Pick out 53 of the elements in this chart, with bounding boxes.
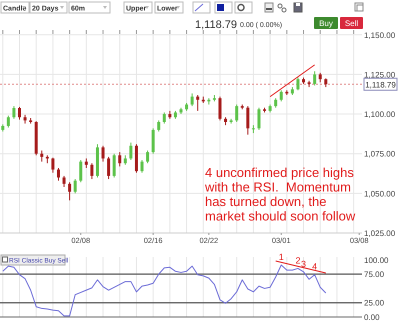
candlestick [246, 106, 250, 136]
y-tick-label: 25.00 [364, 298, 385, 308]
candlestick [129, 142, 132, 161]
annotation: 4 unconfirmed price highs with the RSI. Momentum has turned down, the market should soon follow [204, 165, 356, 224]
text: Sell [344, 19, 358, 28]
candlestick [118, 152, 122, 167]
annotation: 2 [295, 255, 300, 266]
candlestick [62, 175, 66, 188]
y-tick-label: 100.00 [364, 256, 390, 265]
candlestick [84, 158, 88, 168]
candlestick [68, 182, 72, 201]
annotation: 1,118.79 [195, 19, 238, 31]
annotation: 3 [301, 258, 306, 269]
ref-line-label: 1,118.79 [365, 80, 396, 90]
candlestick [280, 90, 283, 102]
text: Buy [319, 19, 333, 28]
candlestick [157, 120, 160, 132]
candlestick [40, 150, 44, 162]
annotation: 1 [278, 252, 284, 262]
candlestick [162, 112, 166, 124]
y-tick-label: 75.00 [364, 270, 385, 280]
candlestick [6, 115, 10, 128]
y-tick-label: 1,150.00 [364, 30, 396, 40]
candlestick [152, 128, 155, 154]
candlestick [257, 107, 260, 130]
candlestick [79, 160, 82, 183]
y-tick-label: 1,100.00 [364, 110, 396, 120]
candlestick [313, 70, 316, 86]
candlestick [107, 156, 110, 180]
candlestick [274, 98, 278, 108]
y-tick-label: 1,050.00 [364, 189, 396, 198]
candlestick [235, 104, 238, 122]
candlestick [56, 167, 60, 182]
y-tick-label: 0.00 [364, 313, 380, 322]
candlestick [140, 160, 144, 174]
candlestick [102, 145, 105, 162]
candlestick [196, 94, 200, 112]
candlestick [218, 96, 222, 121]
y-tick-label: 1,075.00 [364, 150, 396, 159]
candlestick [18, 106, 21, 120]
candlestick [318, 72, 322, 83]
candlestick [12, 106, 16, 120]
candlestick [146, 150, 150, 164]
candlestick [51, 157, 54, 174]
candlestick [296, 77, 300, 91]
y-tick-label: 1,025.00 [364, 229, 396, 238]
candlestick [112, 153, 116, 178]
annotation: 4 [312, 262, 318, 272]
y-tick-label: 1,125.00 [364, 70, 396, 80]
candlestick [190, 92, 194, 107]
candlestick [124, 154, 127, 166]
candlestick [74, 178, 77, 194]
candlestick [90, 162, 94, 180]
